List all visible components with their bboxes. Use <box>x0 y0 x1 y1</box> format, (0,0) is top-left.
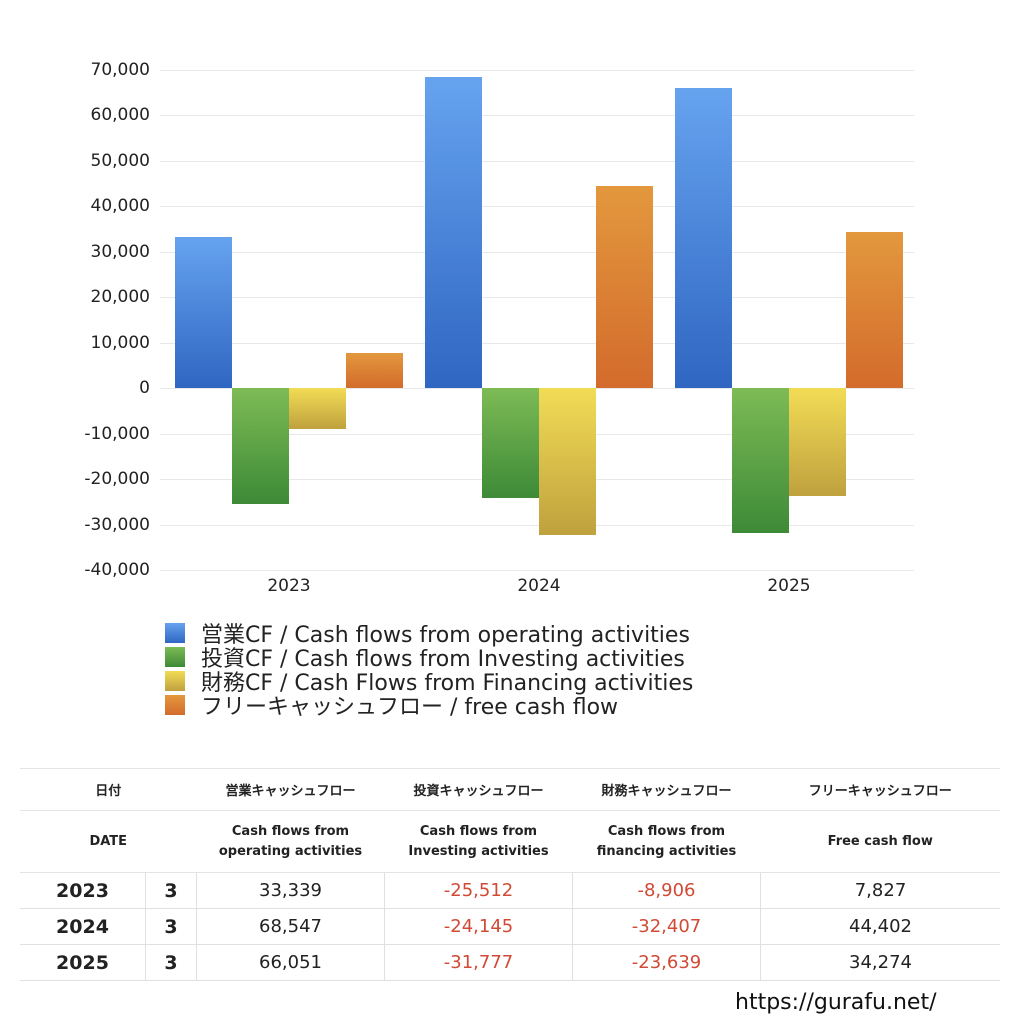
table-header-en: DATE Cash flows from operating activitie… <box>20 810 1000 873</box>
legend-label: 営業CF / Cash flows from operating activit… <box>201 623 690 648</box>
cell-month: 3 <box>145 944 197 981</box>
bar-2024-series-1 <box>482 388 539 498</box>
y-axis-tick-label: -40,000 <box>84 560 150 580</box>
bar-2025-series-3 <box>846 232 903 389</box>
cell-free: 7,827 <box>760 872 1000 909</box>
legend-label: 投資CF / Cash flows from Investing activit… <box>201 647 685 672</box>
y-axis-tick-label: 30,000 <box>90 241 150 262</box>
cell-year: 2025 <box>20 944 146 981</box>
y-axis-tick-label: -30,000 <box>84 514 150 535</box>
x-axis-tick-label: 2024 <box>517 576 561 596</box>
legend-item-investing: 投資CF / Cash flows from Investing activit… <box>165 645 693 672</box>
table-row: 2023 3 33,339 -25,512 -8,906 7,827 <box>20 872 1000 909</box>
legend-label: フリーキャッシュフロー / free cash flow <box>201 695 619 720</box>
bar-2023-series-3 <box>346 352 403 389</box>
cell-free: 44,402 <box>760 908 1000 945</box>
legend-item-financing: 財務CF / Cash Flows from Financing activit… <box>165 669 693 696</box>
legend-swatch-orange-icon <box>165 695 185 715</box>
header-date-en: DATE <box>20 810 197 873</box>
table-row: 2025 3 66,051 -31,777 -23,639 34,274 <box>20 944 1000 981</box>
bar-2023-series-2 <box>289 388 346 429</box>
y-axis-tick-label: 40,000 <box>90 196 150 217</box>
header-investing-jp: 投資キャッシュフロー <box>384 768 573 811</box>
header-financing-en: Cash flows from financing activities <box>572 810 761 873</box>
y-axis-tick-label: 70,000 <box>90 60 150 80</box>
legend-swatch-blue-icon <box>165 623 185 643</box>
header-free-en: Free cash flow <box>760 810 1000 873</box>
legend-swatch-green-icon <box>165 647 185 667</box>
cell-year: 2024 <box>20 908 146 945</box>
x-axis-tick-label: 2023 <box>267 576 311 596</box>
cell-free: 34,274 <box>760 944 1000 981</box>
y-axis-tick-label: 0 <box>139 378 150 399</box>
cash-flow-table: 日付 営業キャッシュフロー 投資キャッシュフロー 財務キャッシュフロー フリーキ… <box>20 768 1000 981</box>
cell-financing: -23,639 <box>572 944 761 981</box>
chart-legend: 営業CF / Cash flows from operating activit… <box>165 621 693 720</box>
header-date-jp: 日付 <box>20 768 197 811</box>
gridline <box>160 524 914 526</box>
y-axis-tick-label: 10,000 <box>90 332 150 353</box>
legend-item-operating: 営業CF / Cash flows from operating activit… <box>165 621 693 648</box>
header-operating-en: Cash flows from operating activities <box>196 810 385 873</box>
table-header-jp: 日付 営業キャッシュフロー 投資キャッシュフロー 財務キャッシュフロー フリーキ… <box>20 768 1000 811</box>
bar-2025-series-1 <box>732 388 789 533</box>
cell-operating: 68,547 <box>196 908 385 945</box>
bar-2024-series-2 <box>539 388 596 536</box>
cell-month: 3 <box>145 872 197 909</box>
header-financing-jp: 財務キャッシュフロー <box>572 768 761 811</box>
y-axis-tick-label: 50,000 <box>90 150 150 171</box>
bar-2025-series-2 <box>789 388 846 496</box>
table-row: 2024 3 68,547 -24,145 -32,407 44,402 <box>20 908 1000 945</box>
header-investing-en: Cash flows from Investing activities <box>384 810 573 873</box>
header-operating-jp: 営業キャッシュフロー <box>196 768 385 811</box>
bar-2023-series-1 <box>232 388 289 505</box>
legend-label: 財務CF / Cash Flows from Financing activit… <box>201 671 694 696</box>
gridline <box>160 251 914 253</box>
y-axis-tick-label: -20,000 <box>84 469 150 490</box>
y-axis-tick-label: 60,000 <box>90 105 150 126</box>
x-axis-tick-label: 2025 <box>767 576 811 596</box>
gridline <box>160 297 914 299</box>
gridline <box>160 342 914 344</box>
legend-swatch-yellow-icon <box>165 671 185 691</box>
bar-2024-series-0 <box>425 76 482 389</box>
gridline <box>160 160 914 162</box>
cell-operating: 33,339 <box>196 872 385 909</box>
header-free-jp: フリーキャッシュフロー <box>760 768 1000 811</box>
cell-investing: -31,777 <box>384 944 573 981</box>
cell-financing: -8,906 <box>572 872 761 909</box>
legend-item-free-cash-flow: フリーキャッシュフロー / free cash flow <box>165 693 693 720</box>
cell-investing: -24,145 <box>384 908 573 945</box>
gridline <box>160 206 914 208</box>
bar-2024-series-3 <box>596 186 653 389</box>
cash-flow-bar-chart: 70,000 60,000 50,000 40,000 30,000 20,000 10,0… <box>84 60 914 596</box>
cell-investing: -25,512 <box>384 872 573 909</box>
cell-financing: -32,407 <box>572 908 761 945</box>
bar-2025-series-0 <box>675 87 732 389</box>
gridline <box>160 70 914 71</box>
cell-operating: 66,051 <box>196 944 385 981</box>
cell-year: 2023 <box>20 872 146 909</box>
bar-2023-series-0 <box>175 236 232 389</box>
gridline <box>160 570 914 571</box>
site-url-link[interactable]: https://gurafu.net/ <box>735 990 937 1015</box>
y-axis-tick-label: -10,000 <box>84 423 150 444</box>
y-axis-tick-label: 20,000 <box>90 287 150 308</box>
cell-month: 3 <box>145 908 197 945</box>
gridline <box>160 115 914 117</box>
